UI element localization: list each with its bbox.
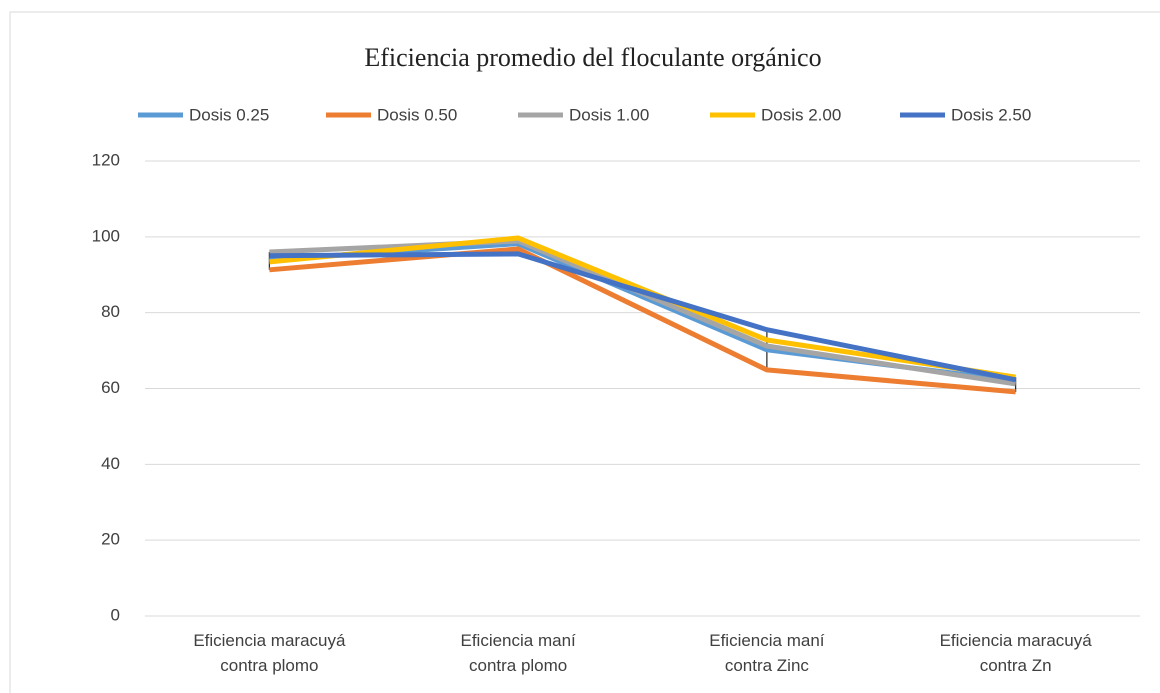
legend-label: Dosis 2.50 — [951, 105, 1031, 124]
y-tick-label: 120 — [92, 150, 120, 169]
series-line — [269, 246, 1016, 395]
y-tick-label: 60 — [101, 378, 120, 397]
x-tick-label: Eficiencia maní contra plomo — [460, 631, 576, 675]
series-line — [269, 251, 1017, 383]
y-tick-label: 20 — [101, 530, 120, 549]
x-tick-label: Eficiencia maracuyá contra Zn — [940, 631, 1093, 675]
x-tick-label: Eficiencia maracuyá contra plomo — [193, 631, 346, 675]
chart-title: Eficiencia promedio del floculante orgán… — [364, 43, 821, 72]
y-tick-label: 0 — [111, 605, 120, 624]
legend-label: Dosis 2.00 — [761, 105, 841, 124]
y-tick-label: 100 — [92, 226, 120, 245]
y-tick-label: 80 — [101, 302, 120, 321]
x-tick-label: Eficiencia maní contra Zinc — [709, 631, 825, 675]
chart-frame — [9, 11, 1160, 693]
series-line — [269, 235, 1016, 380]
y-tick-label: 40 — [101, 454, 120, 473]
legend-label: Dosis 1.00 — [569, 105, 649, 124]
legend-label: Dosis 0.50 — [377, 105, 457, 124]
legend-label: Dosis 0.25 — [189, 105, 269, 124]
